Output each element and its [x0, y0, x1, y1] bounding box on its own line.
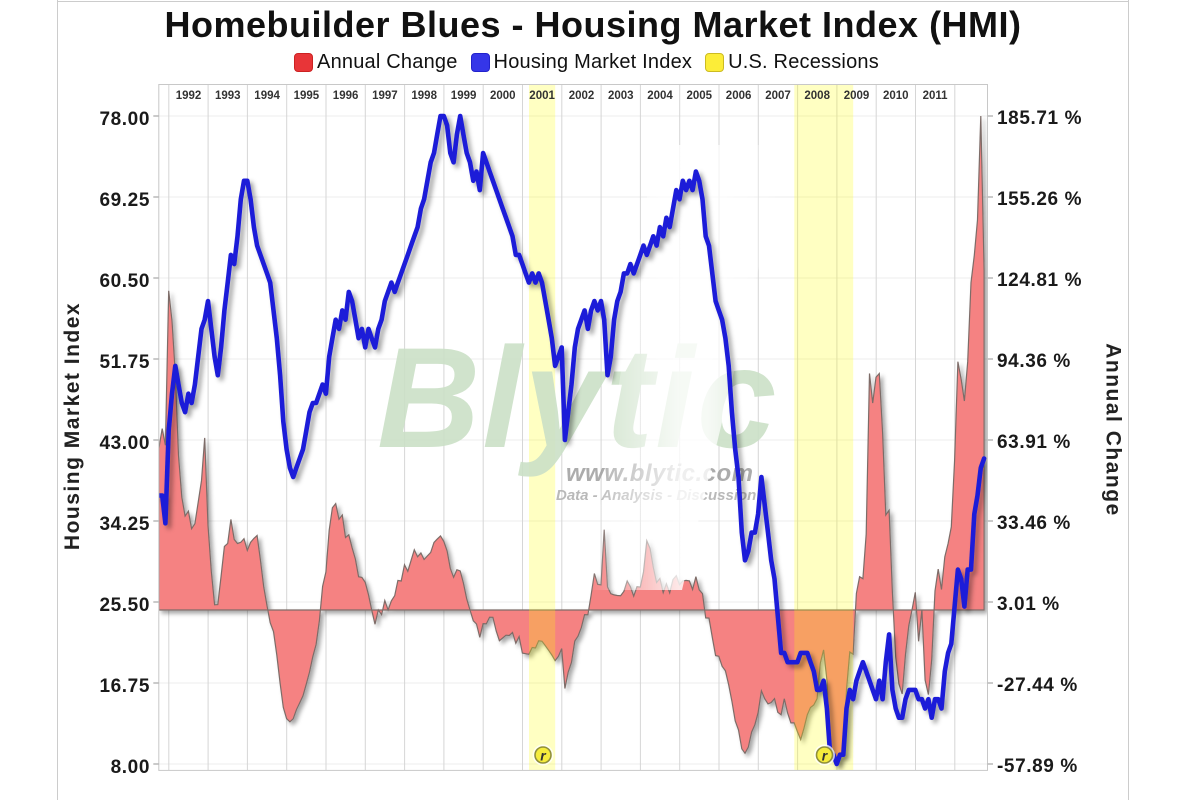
- svg-text:r: r: [822, 748, 829, 764]
- svg-text:124.81 %: 124.81 %: [997, 270, 1082, 291]
- svg-text:-57.89 %: -57.89 %: [997, 756, 1078, 777]
- svg-text:1995: 1995: [294, 90, 320, 102]
- svg-text:2002: 2002: [569, 90, 595, 102]
- svg-text:2003: 2003: [608, 90, 634, 102]
- svg-text:155.26 %: 155.26 %: [997, 189, 1082, 210]
- svg-text:34.25: 34.25: [99, 514, 150, 535]
- svg-text:60.50: 60.50: [99, 271, 150, 292]
- svg-text:69.25: 69.25: [99, 190, 150, 211]
- svg-text:1996: 1996: [333, 90, 359, 102]
- svg-text:2004: 2004: [647, 90, 673, 102]
- svg-text:8.00: 8.00: [111, 757, 150, 778]
- svg-text:78.00: 78.00: [99, 109, 150, 130]
- svg-text:2010: 2010: [883, 90, 909, 102]
- svg-text:2007: 2007: [765, 90, 791, 102]
- svg-text:1998: 1998: [411, 90, 437, 102]
- svg-text:25.50: 25.50: [99, 595, 150, 616]
- svg-text:43.00: 43.00: [99, 433, 150, 454]
- svg-text:33.46 %: 33.46 %: [997, 513, 1071, 534]
- svg-text:2005: 2005: [687, 90, 713, 102]
- svg-text:-27.44 %: -27.44 %: [997, 675, 1078, 696]
- svg-text:Housing Market Index: Housing Market Index: [61, 302, 84, 550]
- svg-text:1992: 1992: [176, 90, 202, 102]
- svg-text:2001: 2001: [529, 90, 555, 102]
- svg-text:3.01 %: 3.01 %: [997, 594, 1060, 615]
- svg-text:63.91 %: 63.91 %: [997, 432, 1071, 453]
- svg-text:2011: 2011: [923, 90, 949, 102]
- svg-text:r: r: [540, 748, 547, 764]
- svg-text:2000: 2000: [490, 90, 516, 102]
- svg-text:2006: 2006: [726, 90, 752, 102]
- svg-text:1999: 1999: [451, 90, 477, 102]
- svg-text:1994: 1994: [254, 90, 280, 102]
- svg-text:185.71 %: 185.71 %: [997, 108, 1082, 129]
- svg-text:16.75: 16.75: [99, 676, 150, 697]
- svg-text:1997: 1997: [372, 90, 398, 102]
- svg-text:2008: 2008: [804, 90, 830, 102]
- svg-text:1993: 1993: [215, 90, 241, 102]
- svg-text:Annual Change: Annual Change: [1102, 343, 1125, 517]
- svg-text:94.36 %: 94.36 %: [997, 351, 1071, 372]
- svg-text:51.75: 51.75: [99, 352, 150, 373]
- svg-text:2009: 2009: [844, 90, 870, 102]
